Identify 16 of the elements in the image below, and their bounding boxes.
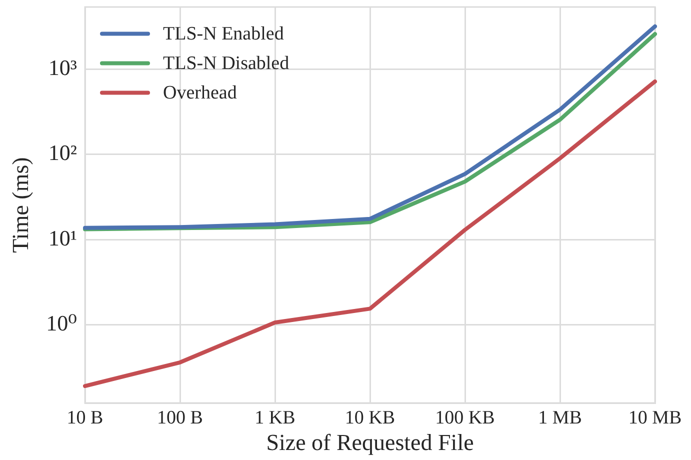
x-tick-label: 1 KB [254, 407, 296, 428]
legend-label: Overhead [163, 82, 238, 104]
legend-label: TLS-N Disabled [163, 53, 290, 74]
x-tick-label: 100 KB [435, 407, 495, 428]
x-tick-label: 10 B [66, 407, 104, 428]
y-tick-label: 10¹ [48, 225, 77, 250]
y-tick-label: 10⁰ [46, 310, 78, 336]
x-tick-label: 1 MB [538, 407, 582, 428]
x-tick-label: 100 B [157, 407, 203, 428]
y-axis-title: Time (ms) [8, 157, 33, 253]
y-tick-label: 10² [48, 140, 78, 166]
x-axis-title: Size of Requested File [266, 430, 474, 456]
legend-label: TLS-N Enabled [163, 24, 284, 45]
x-tick-label: 10 KB [344, 407, 396, 428]
y-tick-label: 10³ [48, 55, 78, 80]
x-tick-label: 10 MB [628, 407, 682, 428]
